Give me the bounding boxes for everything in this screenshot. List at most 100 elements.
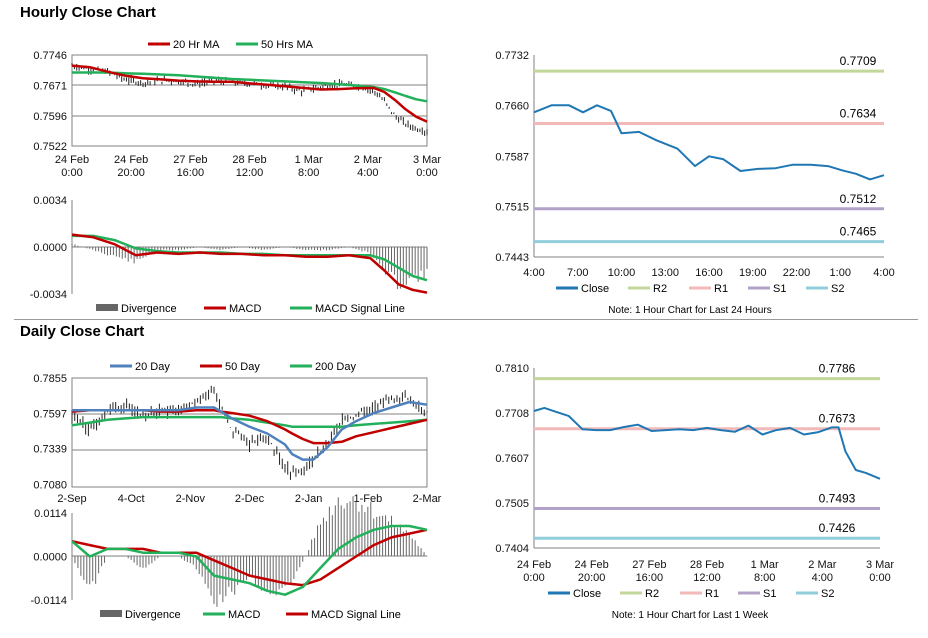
hourly-macd-legend-label: MACD Signal Line xyxy=(315,303,405,315)
day-chart-ytick: 0.7587 xyxy=(495,151,529,163)
hourly-price-xtick: 8:00 xyxy=(298,167,319,179)
hourly-price-xtick: 4:00 xyxy=(357,167,378,179)
hourly-price-ytick: 0.7746 xyxy=(33,50,67,62)
daily-price-xtick: 2-Dec xyxy=(235,493,265,505)
hourly-20hr-ma-line xyxy=(71,64,428,123)
day-chart-note: Note: 1 Hour Chart for Last 24 Hours xyxy=(608,305,771,316)
daily-price-ytick: 0.7339 xyxy=(33,444,67,456)
daily-macd-line xyxy=(71,524,428,596)
hourly-price-ytick: 0.7671 xyxy=(33,80,67,92)
week-chart-xtick: 0:00 xyxy=(869,572,890,584)
hourly-signal-line xyxy=(72,234,428,282)
week-chart-legend-label: Close xyxy=(573,588,601,600)
daily-macd-legend-label: Divergence xyxy=(125,609,181,621)
daily-price-ytick: 0.7080 xyxy=(33,479,67,491)
day-chart-xtick: 4:00 xyxy=(873,267,894,279)
hourly-price-xtick: 24 Feb xyxy=(55,154,89,166)
week-chart-xtick: 24 Feb xyxy=(517,559,551,571)
week-chart-xtick: 2 Mar xyxy=(808,559,836,571)
week-chart-xtick: 28 Feb xyxy=(690,559,724,571)
week-chart-close-line xyxy=(533,406,881,480)
hourly-macd-legend-label: MACD xyxy=(229,303,261,315)
week-chart-xtick: 8:00 xyxy=(754,572,775,584)
daily-price-xtick: 2-Jan xyxy=(295,493,323,505)
daily-price-legend-label: 50 Day xyxy=(225,361,260,373)
hourly-price-ytick: 0.7522 xyxy=(33,141,67,153)
daily-price-legend-label: 200 Day xyxy=(315,361,356,373)
day-chart-close-line xyxy=(533,104,885,181)
hourly-price-xtick: 28 Feb xyxy=(232,154,266,166)
daily-20day-line xyxy=(72,400,428,461)
daily-macd-ytick: -0.0114 xyxy=(31,595,68,607)
hourly-price-xtick: 12:00 xyxy=(236,167,264,179)
week-chart-xtick: 27 Feb xyxy=(632,559,666,571)
week-chart-xtick: 20:00 xyxy=(578,572,606,584)
hourly-price-plot-area xyxy=(71,54,428,147)
week-chart-legend-label: S2 xyxy=(821,588,834,600)
week-chart-ytick: 0.7607 xyxy=(495,453,529,465)
day-chart-legend-label: Close xyxy=(581,283,609,295)
week-chart-note: Note: 1 Hour Chart for Last 1 Week xyxy=(612,610,770,621)
hourly-price-ytick: 0.7596 xyxy=(33,111,67,123)
hourly-price-legend-label: 20 Hr MA xyxy=(173,39,220,51)
hourly-macd-legend-label: Divergence xyxy=(121,303,177,315)
hourly-section-title: Hourly Close Chart xyxy=(20,4,156,21)
hourly-macd-ytick: -0.0034 xyxy=(30,289,67,301)
daily-price-ytick: 0.7597 xyxy=(33,408,67,420)
day-chart-xtick: 7:00 xyxy=(567,267,588,279)
hourly-50hr-ma-line xyxy=(72,71,428,103)
week-chart-ytick: 0.7708 xyxy=(495,408,529,420)
day-chart-level-label: 0.7634 xyxy=(840,106,877,120)
hourly-price-xtick: 20:00 xyxy=(117,167,145,179)
hourly-price-xtick: 16:00 xyxy=(177,167,205,179)
hourly-macd-ytick: 0.0034 xyxy=(33,195,67,207)
week-chart-legend-label: R2 xyxy=(645,588,659,600)
week-chart-legend-label: S1 xyxy=(763,588,776,600)
week-chart-xtick: 3 Mar xyxy=(866,559,894,571)
day-chart-ytick: 0.7515 xyxy=(495,202,529,214)
daily-macd-legend-label: MACD Signal Line xyxy=(311,609,401,621)
daily-section-title: Daily Close Chart xyxy=(20,323,145,340)
week-chart-xtick: 24 Feb xyxy=(575,559,609,571)
week-chart-xtick: 4:00 xyxy=(812,572,833,584)
day-chart-level-label: 0.7512 xyxy=(840,192,877,206)
day-chart-legend-label: R2 xyxy=(653,283,667,295)
hourly-macd-line xyxy=(71,233,428,294)
daily-price-xtick: 4-Oct xyxy=(118,493,145,505)
daily-price-ytick: 0.7855 xyxy=(33,373,67,385)
daily-200day-line xyxy=(71,415,428,428)
week-chart-level-label: 0.7426 xyxy=(819,521,856,535)
day-chart-xtick: 16:00 xyxy=(695,267,723,279)
daily-macd-ytick: 0.0114 xyxy=(34,508,67,520)
day-chart-xtick: 1:00 xyxy=(830,267,851,279)
daily-macd-ytick: 0.0000 xyxy=(33,552,67,564)
week-chart-xtick: 12:00 xyxy=(693,572,721,584)
week-chart-xtick: 0:00 xyxy=(523,572,544,584)
week-chart-xtick: 16:00 xyxy=(636,572,664,584)
hourly-price-xtick: 0:00 xyxy=(61,167,82,179)
daily-macd-legend-swatch xyxy=(100,610,122,617)
day-chart-legend-label: S1 xyxy=(773,283,786,295)
hourly-price-xtick: 2 Mar xyxy=(354,154,382,166)
hourly-price-xtick: 27 Feb xyxy=(173,154,207,166)
week-chart-ytick: 0.7505 xyxy=(495,498,529,510)
week-chart-ytick: 0.7404 xyxy=(495,543,529,555)
hourly-macd-legend-swatch xyxy=(96,304,118,311)
daily-price-xtick: 2-Sep xyxy=(57,493,86,505)
day-chart-xtick: 22:00 xyxy=(783,267,811,279)
daily-price-xtick: 1-Feb xyxy=(353,493,382,505)
hourly-price-xtick: 24 Feb xyxy=(114,154,148,166)
day-chart-xtick: 13:00 xyxy=(651,267,679,279)
hourly-price-xtick: 1 Mar xyxy=(295,154,323,166)
week-chart-level-label: 0.7493 xyxy=(819,492,856,506)
daily-price-legend-label: 20 Day xyxy=(135,361,170,373)
day-chart-xtick: 10:00 xyxy=(608,267,636,279)
day-chart-xtick: 19:00 xyxy=(739,267,767,279)
daily-price-xtick: 2-Mar xyxy=(413,493,442,505)
week-chart-legend-label: R1 xyxy=(705,588,719,600)
day-chart-legend-label: R1 xyxy=(714,283,728,295)
daily-price-xtick: 2-Nov xyxy=(176,493,206,505)
day-chart-ytick: 0.7660 xyxy=(495,100,529,112)
day-chart-xtick: 4:00 xyxy=(523,267,544,279)
